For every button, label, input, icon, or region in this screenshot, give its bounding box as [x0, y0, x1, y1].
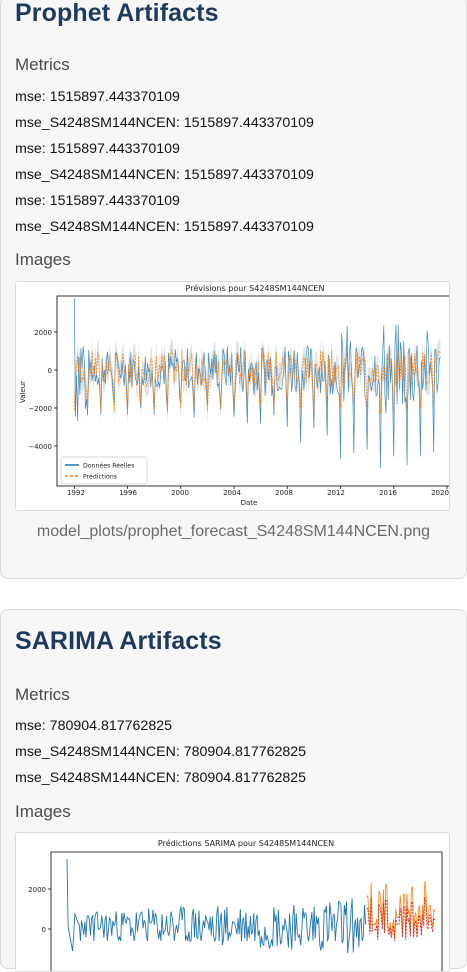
prophet-metrics-heading: Metrics: [15, 55, 70, 74]
sarima-actual-series: [66, 858, 367, 954]
prophet-xtick-label: 2016: [379, 489, 397, 497]
prophet-chart-title: Prévisions pour S4248SM144NCEN: [186, 283, 325, 293]
prophet-xtick-label: 1996: [119, 489, 137, 497]
sarima-chart-svg: Prédictions SARIMA pour S4248SM144NCEN 2…: [28, 838, 443, 971]
prophet-metric-5: mse: 1515897.443370109: [15, 193, 180, 209]
prophet-xtick-label: 2020: [431, 489, 449, 497]
legend-label-actual: Données Réelles: [83, 462, 134, 470]
prophet-metric-3: mse: 1515897.443370109: [15, 141, 180, 157]
prophet-artifacts-card: Prophet Artifacts Metrics mse: 1515897.4…: [0, 0, 467, 579]
prophet-xtick-label: 2012: [327, 489, 345, 497]
prophet-chart-svg: Prévisions pour S4248SM144NCEN 2000 0 −2…: [19, 283, 449, 507]
prophet-ytick-label: −2000: [28, 405, 52, 413]
prophet-xtick-label: 2000: [171, 489, 189, 497]
sarima-prediction-series: [366, 881, 436, 941]
prophet-y-axis-label: Valeur: [19, 381, 27, 403]
prophet-prediction-series: [73, 348, 441, 414]
prophet-metric-2: mse_S4248SM144NCEN: 1515897.443370109: [15, 115, 314, 131]
prophet-x-axis-label: Date: [241, 499, 258, 507]
sarima-artifacts-card: SARIMA Artifacts Metrics mse: 780904.817…: [0, 609, 467, 972]
sarima-metric-3: mse_S4248SM144NCEN: 780904.817762825: [15, 770, 307, 786]
sarima-plot-frame: [50, 851, 443, 971]
prophet-xtick-label: 2008: [275, 489, 293, 497]
sarima-title: SARIMA Artifacts: [15, 627, 222, 655]
sarima-metric-2: mse_S4248SM144NCEN: 780904.817762825: [15, 744, 307, 760]
sarima-chart-title: Prédictions SARIMA pour S4248SM144NCEN: [158, 838, 334, 848]
sarima-metric-1: mse: 780904.817762825: [15, 718, 172, 734]
sarima-images-heading: Images: [15, 802, 71, 821]
prophet-x-axis-ticks: [73, 486, 448, 489]
prophet-ytick-label: −4000: [28, 443, 52, 451]
prophet-plot-frame: [56, 295, 449, 487]
prophet-metric-1: mse: 1515897.443370109: [15, 89, 180, 105]
prediction-line: [73, 348, 441, 414]
prophet-image-caption: model_plots/prophet_forecast_S4248SM144N…: [36, 523, 431, 540]
prophet-metric-6: mse_S4248SM144NCEN: 1515897.443370109: [15, 219, 314, 235]
sarima-actual-line: [66, 858, 367, 954]
prophet-metric-4: mse_S4248SM144NCEN: 1515897.443370109: [15, 167, 314, 183]
prophet-xtick-label: 2004: [223, 489, 241, 497]
prophet-title: Prophet Artifacts: [15, 0, 219, 27]
prophet-ytick-label: 2000: [34, 329, 52, 337]
sarima-ytick-label: 2000: [28, 886, 46, 894]
prophet-forecast-image[interactable]: Prévisions pour S4248SM144NCEN 2000 0 −2…: [15, 281, 450, 511]
prophet-ytick-label: 0: [48, 367, 52, 375]
sarima-prediction-line: [366, 896, 436, 941]
sarima-ytick-label: 0: [42, 926, 46, 934]
sarima-metrics-heading: Metrics: [15, 685, 70, 704]
legend-label-predictions: Prédictions: [83, 473, 117, 481]
prophet-xtick-label: 1992: [67, 489, 85, 497]
sarima-forecast-image[interactable]: Prédictions SARIMA pour S4248SM144NCEN 2…: [15, 832, 450, 972]
prophet-images-heading: Images: [15, 250, 71, 269]
prophet-legend: Données Réelles Prédictions: [60, 456, 148, 485]
